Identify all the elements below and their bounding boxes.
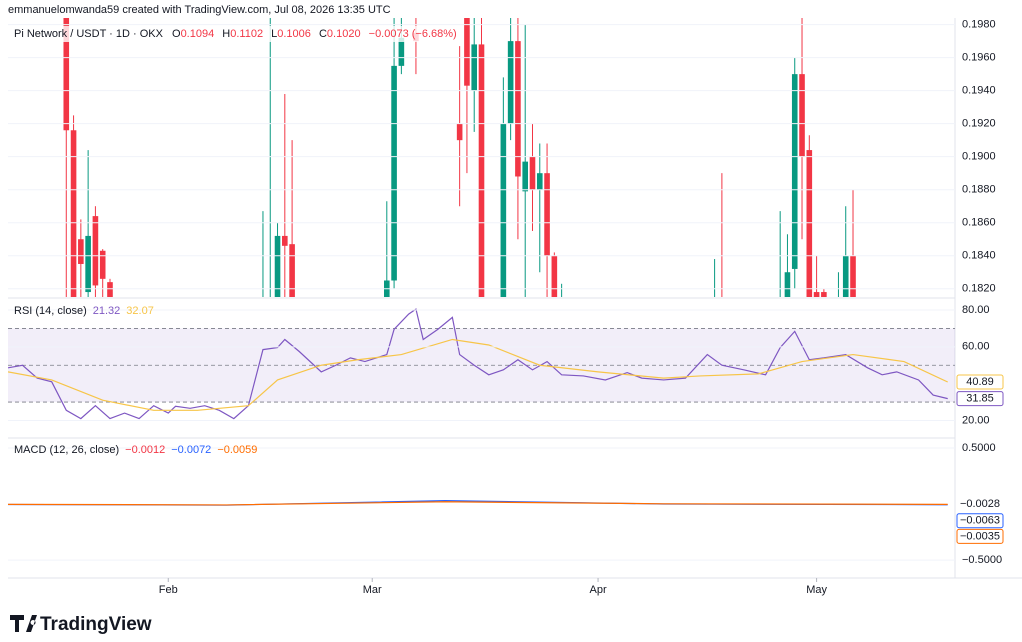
rsi-ma-value: 32.07: [126, 305, 154, 317]
candle-body: [522, 161, 529, 192]
candles: [63, 18, 856, 322]
candle-body: [836, 305, 842, 322]
last-value-box: [956, 513, 1004, 529]
rsi-value: 21.32: [93, 305, 121, 317]
legend-bg: [6, 26, 426, 42]
y-tick-label: 0.1980: [962, 19, 996, 31]
macd-line: −0.0072: [171, 444, 211, 456]
hist-last-label: −0.0028: [960, 498, 1000, 510]
last-value-box: [956, 374, 1004, 390]
axes: 0.1980 0.1960 0.1940 0.1920 0.1900 0.1880 0.18…: [8, 19, 1004, 596]
x-tick-label: Feb: [159, 584, 178, 596]
brand: TradingView: [10, 614, 152, 635]
brand-name: TradingView: [40, 614, 152, 635]
candle-body: [500, 123, 507, 297]
x-tick-label: Apr: [589, 584, 606, 596]
candle-body: [813, 292, 820, 297]
h-label: H: [222, 28, 230, 40]
indicator-line: [8, 338, 948, 411]
candle-body: [398, 37, 405, 66]
candle-body: [544, 173, 550, 256]
last-value-label: −0.0035: [960, 530, 1000, 542]
candle-body: [456, 123, 463, 141]
symbol-legend: Pi Network / USDT · 1D · OKX O0.1094 H0.…: [14, 28, 457, 40]
candle-body: [842, 255, 849, 297]
macd-signal: −0.0059: [217, 444, 257, 456]
indicator-line: [7, 501, 948, 506]
last-value-box: [956, 528, 1004, 544]
candle-body: [799, 74, 805, 157]
indicator-line: [8, 308, 948, 420]
last-value-label: 40.89: [966, 376, 994, 388]
y-tick-label: −0.5000: [962, 554, 1002, 566]
candle-body: [85, 235, 91, 293]
y-tick-label: 0.1880: [962, 184, 996, 196]
y-tick-label: 0.1920: [962, 118, 996, 130]
candle-body: [791, 74, 798, 269]
macd-pane: [7, 500, 948, 506]
c: 0.1020: [327, 28, 361, 40]
symbol: Pi Network / USDT · 1D · OKX: [14, 28, 164, 40]
last-value-box: [956, 391, 1004, 407]
candle-body: [282, 235, 288, 246]
candle-body: [821, 292, 827, 297]
candle-body: [391, 65, 397, 281]
attribution: emmanuelomwanda59 created with TradingVi…: [8, 4, 391, 16]
rsi-legend: RSI (14, close) 21.32 32.07: [14, 305, 154, 317]
candle-body: [806, 150, 813, 297]
candle-body: [63, 18, 70, 131]
candle-body: [536, 173, 543, 190]
candle-body: [478, 44, 485, 297]
o: 0.1094: [181, 28, 215, 40]
y-tick-label: 0.1940: [962, 85, 996, 97]
macd-hist: −0.0012: [125, 444, 165, 456]
macd-name: MACD (12, 26, close): [14, 444, 119, 456]
candle-body: [384, 280, 390, 297]
h: 0.1102: [230, 28, 263, 40]
y-tick-label: 20.00: [962, 414, 990, 426]
candle-body: [850, 255, 856, 297]
candle-body: [92, 216, 99, 286]
y-tick-label: 0.1820: [962, 283, 996, 295]
y-tick-label: 0.1960: [962, 52, 996, 64]
rsi-name: RSI (14, close): [14, 305, 87, 317]
candle-body: [471, 44, 478, 91]
rsi-pane: [8, 308, 955, 420]
y-tick-label: 0.5000: [962, 442, 996, 454]
y-tick-label: 0.1860: [962, 217, 996, 229]
change: −0.0073 (−6.68%): [369, 28, 457, 40]
last-value-label: −0.0063: [960, 515, 1000, 527]
x-tick-label: May: [806, 584, 827, 596]
candle-body: [784, 272, 791, 297]
candle-body: [551, 255, 558, 297]
candle-body: [515, 41, 521, 177]
last-value-label: 31.85: [966, 393, 994, 405]
candle-body: [529, 156, 536, 190]
candle-body: [507, 41, 514, 124]
candle-body: [274, 235, 281, 297]
y-tick-label: 0.1900: [962, 151, 996, 163]
y-tick-label: 60.00: [962, 341, 990, 353]
candle-body: [99, 250, 106, 279]
macd-legend: MACD (12, 26, close) −0.0012 −0.0072 −0.005…: [14, 444, 257, 456]
x-tick-label: Mar: [363, 584, 382, 596]
o-label: O: [172, 28, 181, 40]
y-tick-label: 0.1840: [962, 250, 996, 262]
l-label: L: [271, 28, 277, 40]
y-tick-label: 80.00: [962, 304, 990, 316]
brand-logo: [10, 615, 37, 632]
candle-body: [289, 244, 295, 297]
candle-body: [70, 130, 77, 297]
candle-body: [107, 282, 113, 297]
l: 0.1006: [277, 28, 311, 40]
candle-body: [78, 239, 84, 264]
candle-body: [464, 18, 470, 86]
c-label: C: [319, 28, 327, 40]
